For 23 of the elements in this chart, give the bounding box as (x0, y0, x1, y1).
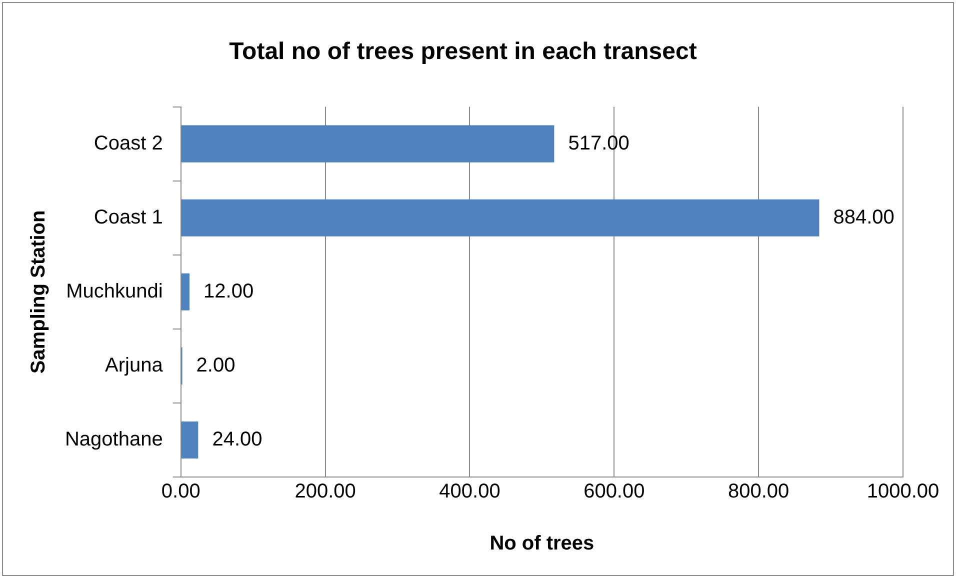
x-axis-title: No of trees (490, 532, 594, 555)
data-label: 884.00 (833, 206, 894, 228)
chart-title: Total no of trees present in each transect (229, 38, 697, 66)
bar (181, 273, 190, 310)
data-label: 24.00 (212, 428, 262, 450)
y-tick-label: Coast 1 (94, 206, 163, 228)
x-tick-label: 600.00 (584, 480, 645, 503)
x-tick-label: 200.00 (294, 480, 356, 503)
bar (181, 199, 820, 236)
x-tick-label: 0.00 (161, 480, 200, 503)
y-tick-label: Coast 2 (94, 132, 163, 154)
bar (181, 421, 198, 458)
data-label: 2.00 (196, 354, 236, 376)
x-tick-label: 1000.00 (866, 480, 940, 503)
y-tick-label: Muchkundi (66, 280, 163, 302)
x-tick-label: 400.00 (439, 480, 500, 503)
y-axis-title: Sampling Station (28, 210, 50, 374)
bar (181, 125, 554, 162)
y-tick-label: Arjuna (105, 354, 164, 376)
data-label: 517.00 (568, 132, 630, 154)
data-label: 12.00 (204, 280, 254, 302)
y-tick-label: Nagothane (64, 428, 163, 450)
x-tick-label: 800.00 (728, 480, 790, 503)
